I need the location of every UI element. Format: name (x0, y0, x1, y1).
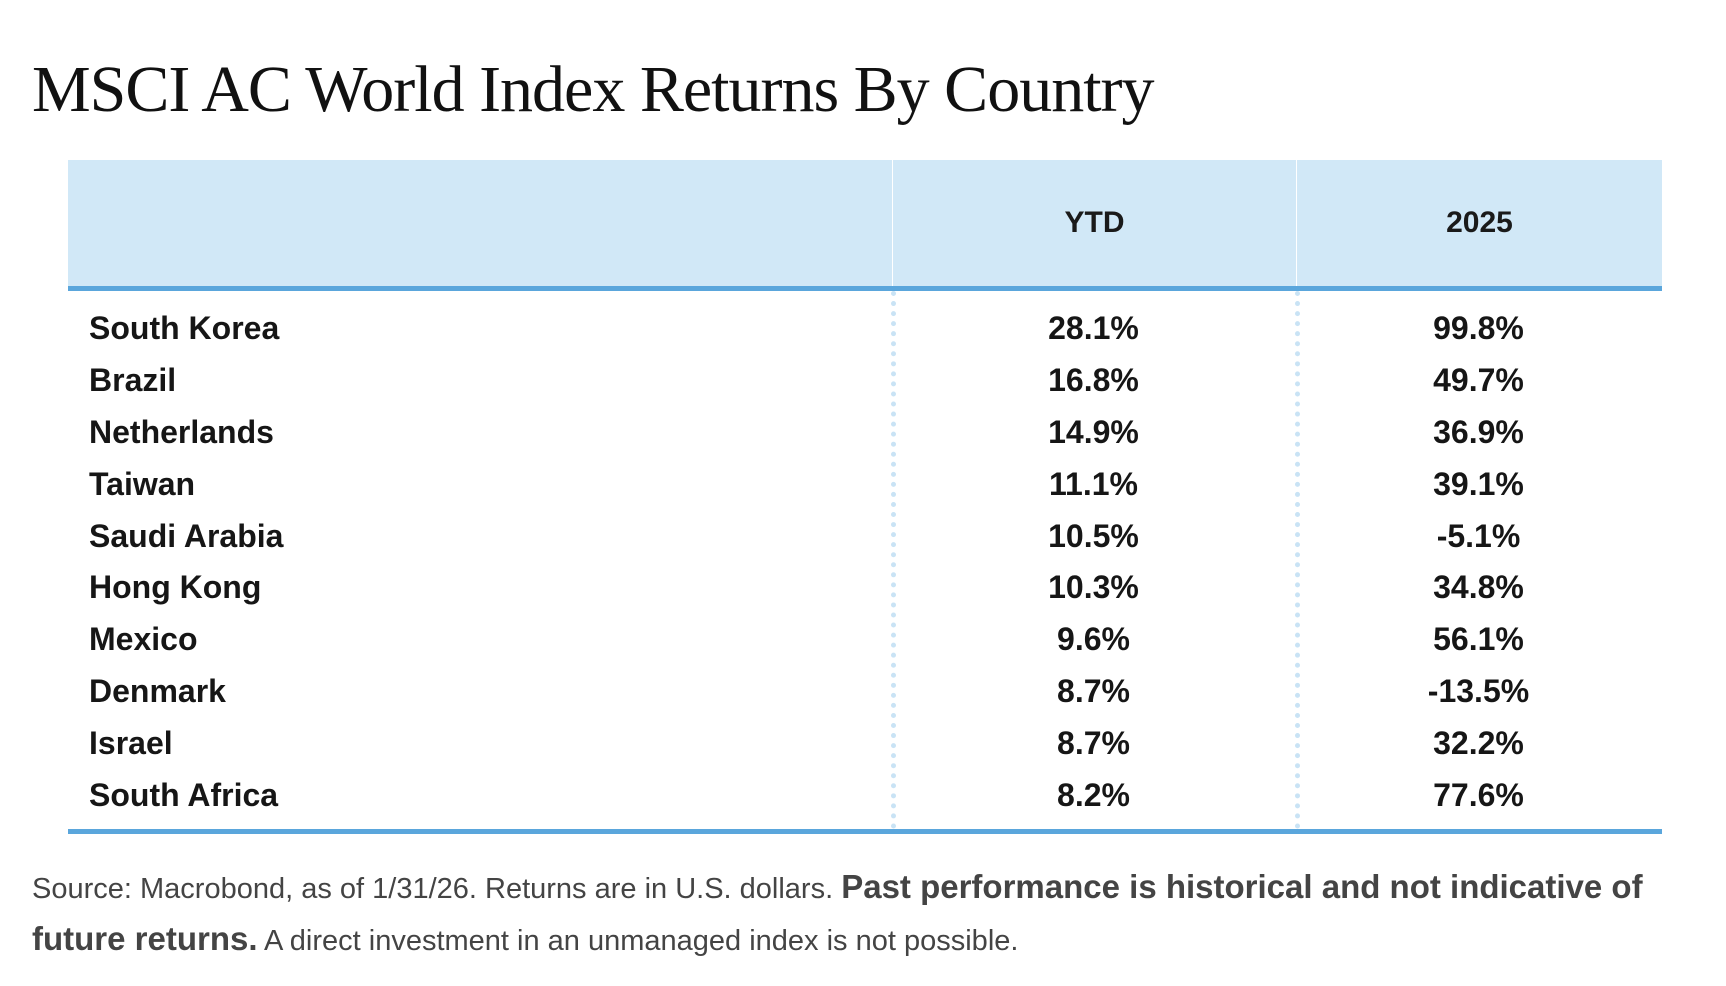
chart-title: MSCI AC World Index Returns By Country (32, 53, 1155, 126)
ytd-value-cell: 28.1% (1048, 310, 1139, 347)
table-row: South Africa 8.2% 77.6% (68, 769, 1662, 821)
ytd-value-cell: 8.7% (1057, 672, 1130, 709)
year-2025-value-cell: 36.9% (1433, 413, 1524, 450)
year-2025-value-cell: 49.7% (1433, 362, 1524, 399)
year-2025-value-cell: 77.6% (1433, 776, 1524, 813)
table-body: South Korea 28.1% 99.8% Brazil 16.8% 49.7% Net… (68, 291, 1662, 829)
footnote-source: Source: Macrobond, as of 1/31/26. Return… (32, 873, 842, 905)
ytd-value-cell: 14.9% (1048, 413, 1139, 450)
country-cell: Netherlands (89, 413, 274, 450)
returns-table: YTD 2025 South Korea 28.1% 99.8% Brazil 16.8… (68, 160, 1662, 834)
ytd-value-cell: 10.3% (1048, 569, 1139, 606)
table-top-rule (68, 286, 1662, 291)
table-row: Brazil 16.8% 49.7% (68, 355, 1662, 407)
column-divider-dotted (1295, 291, 1300, 829)
table-row: Hong Kong 10.3% 34.8% (68, 562, 1662, 614)
table-bottom-rule (68, 828, 1662, 834)
header-divider (1296, 160, 1297, 286)
ytd-value-cell: 10.5% (1048, 517, 1139, 554)
year-2025-value-cell: 32.2% (1433, 724, 1524, 761)
ytd-value-cell: 9.6% (1057, 621, 1130, 658)
year-2025-value-cell: -13.5% (1427, 672, 1530, 709)
year-2025-value-cell: 56.1% (1433, 621, 1524, 658)
ytd-value-cell: 8.7% (1057, 724, 1130, 761)
table-row: Denmark 8.7% -13.5% (68, 666, 1662, 718)
year-2025-value-cell: 99.8% (1433, 310, 1524, 347)
table-header-row: YTD 2025 (68, 160, 1662, 286)
country-cell: Taiwan (89, 465, 196, 502)
table-row: Saudi Arabia 10.5% -5.1% (68, 510, 1662, 562)
country-cell: Mexico (89, 621, 198, 658)
country-cell: Hong Kong (89, 569, 262, 606)
country-cell: Denmark (89, 672, 226, 709)
country-cell: Israel (89, 724, 173, 761)
footnote: Source: Macrobond, as of 1/31/26. Return… (32, 862, 1692, 966)
country-cell: South Korea (89, 310, 280, 347)
ytd-value-cell: 8.2% (1057, 776, 1130, 813)
ytd-value-cell: 11.1% (1049, 465, 1138, 502)
footnote-tail: A direct investment in an unmanaged inde… (257, 925, 1019, 957)
country-cell: Brazil (89, 362, 177, 399)
table-row: South Korea 28.1% 99.8% (68, 303, 1662, 355)
ytd-value-cell: 16.8% (1048, 362, 1139, 399)
column-divider-dotted (891, 291, 896, 829)
table-row: Mexico 9.6% 56.1% (68, 614, 1662, 666)
table-row: Israel 8.7% 32.2% (68, 717, 1662, 769)
header-country (68, 160, 892, 286)
country-cell: Saudi Arabia (89, 517, 284, 554)
header-ytd: YTD (893, 160, 1296, 286)
table-row: Netherlands 14.9% 36.9% (68, 407, 1662, 459)
year-2025-value-cell: 39.1% (1433, 465, 1524, 502)
country-cell: South Africa (89, 776, 279, 813)
table-row: Taiwan 11.1% 39.1% (68, 458, 1662, 510)
year-2025-value-cell: 34.8% (1433, 569, 1524, 606)
header-divider (892, 160, 893, 286)
year-2025-value-cell: -5.1% (1436, 517, 1521, 554)
header-2025: 2025 (1297, 160, 1662, 286)
footnote-disclaimer: Past performance is historical and not i… (32, 868, 1643, 957)
